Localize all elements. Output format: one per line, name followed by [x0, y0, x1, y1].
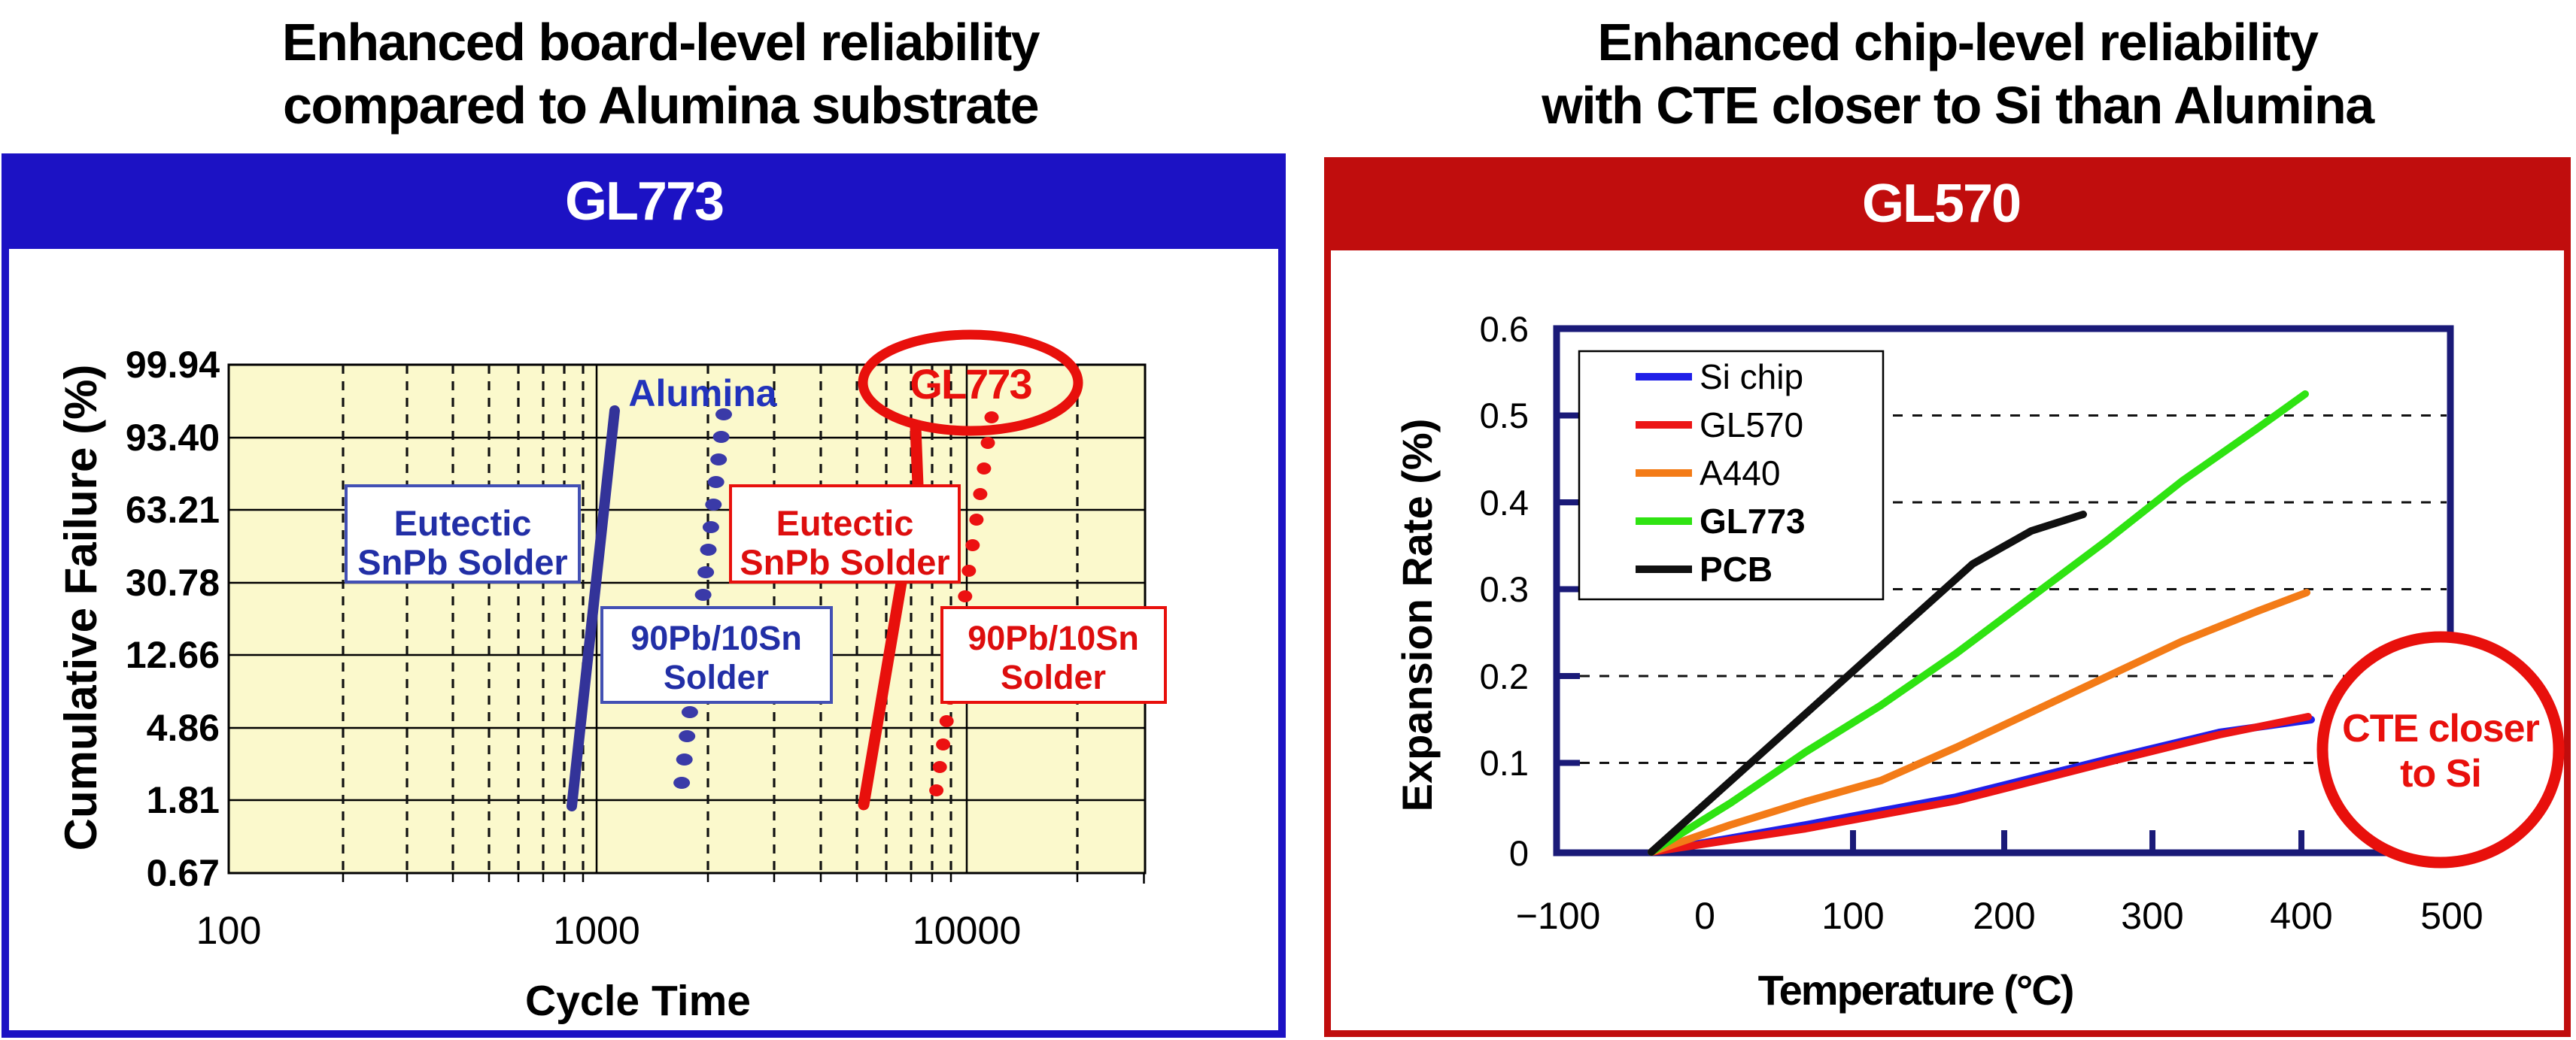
svg-text:GL570: GL570: [1862, 174, 2020, 234]
svg-text:1000: 1000: [553, 909, 640, 953]
svg-text:Solder: Solder: [664, 658, 769, 696]
svg-text:Si chip: Si chip: [1700, 357, 1803, 396]
svg-text:12.66: 12.66: [126, 634, 220, 676]
svg-text:200: 200: [1973, 895, 2035, 937]
svg-text:Eutectic: Eutectic: [394, 503, 532, 543]
svg-text:93.40: 93.40: [126, 417, 220, 459]
svg-text:0.5: 0.5: [1480, 396, 1529, 435]
svg-text:0.6: 0.6: [1480, 309, 1529, 349]
svg-text:GL773: GL773: [910, 360, 1031, 408]
svg-text:0.4: 0.4: [1480, 483, 1529, 523]
svg-text:90Pb/10Sn: 90Pb/10Sn: [968, 619, 1139, 657]
svg-text:GL570: GL570: [1700, 405, 1803, 444]
svg-text:PCB: PCB: [1700, 550, 1773, 589]
svg-text:Expansion Rate (%): Expansion Rate (%): [1393, 419, 1441, 812]
svg-text:to Si: to Si: [2400, 752, 2481, 796]
svg-text:SnPb Solder: SnPb Solder: [740, 542, 949, 582]
svg-text:0: 0: [1509, 833, 1529, 873]
svg-text:GL773: GL773: [565, 171, 723, 232]
svg-text:400: 400: [2270, 895, 2332, 937]
svg-text:100: 100: [1821, 895, 1884, 937]
svg-text:300: 300: [2121, 895, 2183, 937]
svg-text:Cycle Time: Cycle Time: [525, 977, 751, 1025]
svg-text:63.21: 63.21: [126, 489, 220, 531]
svg-text:99.94: 99.94: [126, 344, 220, 386]
svg-text:SnPb Solder: SnPb Solder: [357, 542, 567, 582]
svg-text:Eutectic: Eutectic: [776, 503, 914, 543]
svg-text:Cumulative Failure (%): Cumulative Failure (%): [56, 365, 106, 851]
svg-text:−100: −100: [1516, 895, 1601, 937]
svg-text:Enhanced board-level reliabili: Enhanced board-level reliability: [282, 13, 1040, 71]
svg-text:Solder: Solder: [1001, 658, 1106, 696]
svg-text:0.2: 0.2: [1480, 656, 1529, 696]
svg-text:90Pb/10Sn: 90Pb/10Sn: [630, 619, 802, 657]
svg-text:1.81: 1.81: [147, 779, 220, 821]
svg-text:0: 0: [1694, 895, 1715, 937]
svg-text:0.3: 0.3: [1480, 569, 1529, 609]
svg-text:4.86: 4.86: [147, 707, 220, 749]
svg-text:GL773: GL773: [1700, 502, 1806, 541]
svg-text:500: 500: [2420, 895, 2483, 937]
svg-text:compared to Alumina substrate: compared to Alumina substrate: [283, 76, 1038, 135]
svg-text:A440: A440: [1700, 453, 1780, 493]
svg-text:100: 100: [196, 909, 262, 953]
svg-text:CTE closer: CTE closer: [2342, 707, 2539, 750]
svg-text:0.1: 0.1: [1480, 743, 1529, 783]
svg-text:30.78: 30.78: [126, 562, 220, 604]
svg-text:Alumina: Alumina: [628, 372, 777, 414]
svg-text:Enhanced chip-level reliabilit: Enhanced chip-level reliability: [1597, 13, 2319, 71]
svg-text:0.67: 0.67: [147, 852, 220, 894]
svg-text:10000: 10000: [913, 909, 1022, 953]
svg-text:Temperature (°C): Temperature (°C): [1758, 966, 2073, 1014]
svg-text:with CTE closer to Si than Alu: with CTE closer to Si than Alumina: [1541, 76, 2375, 135]
